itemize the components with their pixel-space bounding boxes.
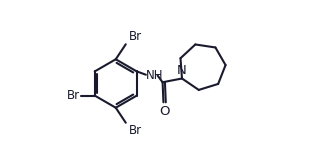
Text: N: N bbox=[177, 64, 187, 77]
Text: Br: Br bbox=[129, 124, 142, 137]
Text: Br: Br bbox=[67, 89, 80, 102]
Text: NH: NH bbox=[146, 69, 164, 82]
Text: O: O bbox=[159, 105, 170, 118]
Text: Br: Br bbox=[129, 30, 142, 43]
